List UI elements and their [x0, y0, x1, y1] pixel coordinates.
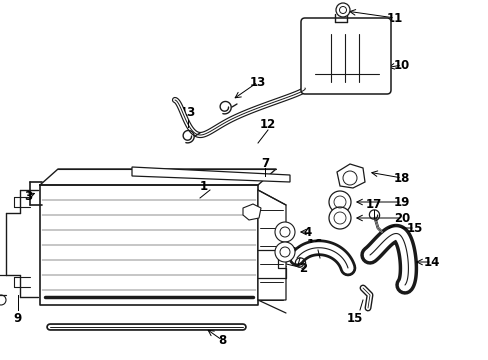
- Text: 20: 20: [393, 212, 409, 225]
- Text: 1: 1: [200, 180, 207, 193]
- Circle shape: [274, 222, 294, 242]
- Polygon shape: [132, 167, 289, 182]
- Text: 17: 17: [289, 246, 305, 258]
- Polygon shape: [258, 190, 285, 300]
- Text: 7: 7: [261, 157, 268, 170]
- Text: 15: 15: [406, 221, 422, 234]
- Text: 15: 15: [346, 311, 363, 324]
- Text: 5: 5: [303, 246, 311, 258]
- Text: 2: 2: [298, 261, 306, 274]
- Polygon shape: [336, 164, 364, 188]
- Circle shape: [328, 191, 350, 213]
- Text: 13: 13: [180, 105, 196, 118]
- Text: 18: 18: [393, 171, 409, 185]
- Polygon shape: [243, 204, 261, 220]
- Text: 17: 17: [365, 198, 381, 211]
- Text: 12: 12: [259, 117, 276, 131]
- FancyBboxPatch shape: [301, 18, 390, 94]
- Text: 16: 16: [306, 238, 323, 251]
- Text: 14: 14: [423, 256, 439, 269]
- Text: 11: 11: [386, 12, 402, 24]
- Circle shape: [328, 207, 350, 229]
- Circle shape: [335, 3, 349, 17]
- Text: 3: 3: [24, 189, 32, 202]
- Text: 19: 19: [393, 195, 409, 208]
- Text: 4: 4: [303, 225, 311, 239]
- Circle shape: [274, 242, 294, 262]
- Text: 9: 9: [14, 311, 22, 324]
- Text: 13: 13: [249, 76, 265, 89]
- Text: 8: 8: [218, 333, 225, 346]
- Text: 6: 6: [267, 199, 276, 212]
- Text: 10: 10: [393, 59, 409, 72]
